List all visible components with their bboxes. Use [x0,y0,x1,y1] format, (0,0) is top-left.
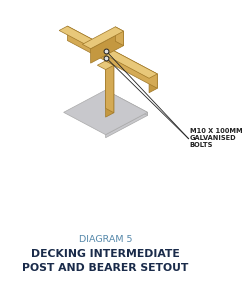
Polygon shape [106,90,148,116]
Text: DECKING INTERMEDIATE: DECKING INTERMEDIATE [31,249,180,259]
Polygon shape [106,65,114,117]
Polygon shape [90,31,124,63]
Polygon shape [149,74,157,93]
Polygon shape [64,90,148,135]
Polygon shape [82,27,124,49]
Polygon shape [115,27,124,46]
Polygon shape [106,61,114,113]
Polygon shape [59,26,157,78]
Polygon shape [68,26,157,88]
Polygon shape [97,61,114,70]
Text: DIAGRAM 5: DIAGRAM 5 [79,235,132,244]
Text: M10 X 100MM
GALVANISED
BOLTS: M10 X 100MM GALVANISED BOLTS [190,128,242,148]
Polygon shape [106,112,148,138]
Text: POST AND BEARER SETOUT: POST AND BEARER SETOUT [22,263,189,273]
